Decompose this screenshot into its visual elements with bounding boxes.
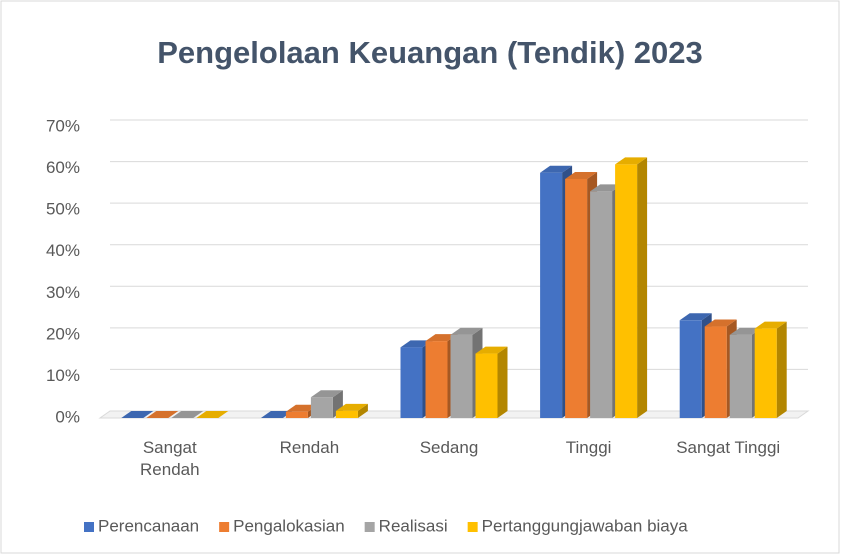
- bar: [450, 334, 473, 418]
- bar: [565, 178, 588, 418]
- x-tick-label: Sangat Tinggi: [676, 438, 781, 457]
- x-tick-label: Sangat Rendah: [140, 438, 200, 479]
- y-tick-label: 40%: [46, 241, 80, 260]
- y-tick-label: 0%: [55, 407, 80, 426]
- y-tick-label: 10%: [46, 366, 80, 385]
- legend-label: Pengalokasian: [233, 516, 345, 535]
- bar-top: [729, 327, 762, 335]
- legend-label: Perencanaan: [98, 516, 199, 535]
- bar-top: [146, 411, 179, 418]
- bar: [540, 172, 563, 418]
- y-tick-label: 30%: [46, 283, 80, 302]
- bar: [615, 164, 638, 418]
- bar: [590, 191, 613, 418]
- bar-top: [540, 165, 573, 173]
- bar: [475, 353, 498, 418]
- bar-top: [565, 171, 598, 179]
- bar: [704, 326, 727, 418]
- bar: [400, 347, 423, 418]
- bar-side: [637, 157, 648, 418]
- bar-top: [400, 340, 433, 348]
- bar-top: [285, 404, 318, 412]
- bar: [425, 341, 448, 418]
- y-tick-label: 20%: [46, 324, 80, 343]
- bar-top: [679, 313, 712, 321]
- bar: [285, 411, 308, 418]
- bar-side: [497, 346, 508, 418]
- bar-top: [475, 346, 508, 354]
- legend-swatch: [84, 522, 94, 532]
- x-tick-label: Tinggi: [565, 438, 612, 457]
- bar-side: [357, 403, 368, 418]
- bar: [679, 320, 702, 418]
- x-tick-label: Rendah: [279, 438, 340, 457]
- bar: [310, 397, 333, 418]
- y-tick-label: 70%: [46, 116, 80, 135]
- bar: [729, 334, 752, 418]
- bar-top: [425, 334, 458, 342]
- bar-top: [121, 411, 154, 418]
- x-tick-label: Sedang: [419, 438, 479, 457]
- legend-label: Realisasi: [379, 516, 448, 535]
- legend-swatch: [467, 522, 478, 532]
- bar-top: [196, 411, 229, 418]
- bar-top: [171, 411, 204, 418]
- bar-top: [450, 327, 483, 335]
- bar-top: [704, 319, 737, 327]
- bar-top: [590, 184, 623, 192]
- y-tick-label: 60%: [46, 158, 80, 177]
- bar: [754, 328, 777, 418]
- chart-title: Pengelolaan Keuangan (Tendik) 2023: [157, 35, 703, 70]
- y-tick-label: 50%: [46, 200, 80, 219]
- legend-label: Pertanggungjawaban biaya: [482, 516, 689, 535]
- bar-top: [615, 157, 648, 165]
- legend-swatch: [364, 522, 375, 532]
- bar: [335, 410, 358, 418]
- bar-side: [776, 321, 787, 418]
- bar-top: [754, 321, 787, 329]
- legend-swatch: [219, 522, 230, 532]
- bar-top: [335, 403, 368, 411]
- bar-top: [260, 411, 293, 418]
- bar-top: [310, 390, 343, 398]
